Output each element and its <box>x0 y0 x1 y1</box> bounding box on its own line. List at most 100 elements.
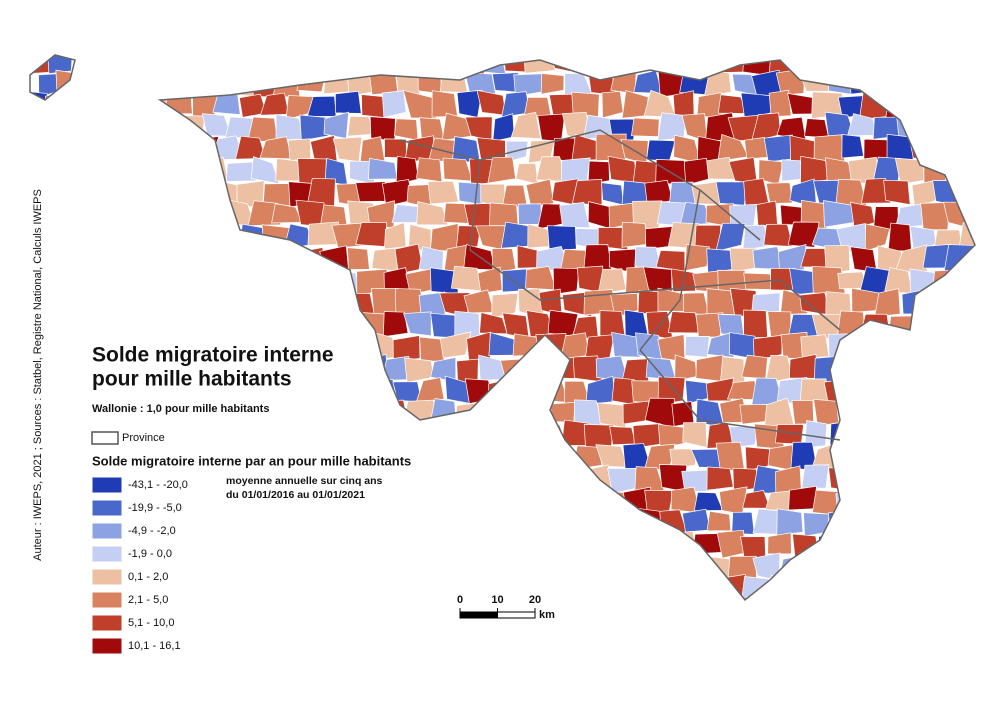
municipality <box>933 136 960 164</box>
municipality <box>516 558 546 583</box>
municipality <box>920 464 950 492</box>
municipality <box>932 93 962 113</box>
municipality <box>908 445 939 472</box>
municipality <box>860 443 891 468</box>
municipality <box>382 311 409 338</box>
municipality <box>391 551 422 583</box>
municipality <box>188 55 219 74</box>
municipality <box>657 424 686 449</box>
municipality <box>404 55 436 75</box>
municipality <box>523 488 554 515</box>
municipality <box>187 273 217 294</box>
municipality <box>166 310 197 339</box>
scale-tick-label: 20 <box>529 594 541 606</box>
municipality <box>224 244 256 272</box>
municipality <box>178 205 202 230</box>
municipality <box>282 310 316 338</box>
municipality <box>969 113 975 141</box>
municipality <box>980 270 1000 292</box>
municipality <box>404 577 434 600</box>
municipality <box>706 332 735 358</box>
legend-label: -4,9 - -2,0 <box>128 525 176 537</box>
municipality <box>620 530 650 560</box>
municipality <box>213 55 243 72</box>
municipality <box>552 576 582 600</box>
municipality <box>108 159 134 186</box>
municipality <box>992 156 1000 182</box>
municipality <box>861 403 889 427</box>
municipality <box>344 558 370 583</box>
municipality <box>882 398 913 428</box>
municipality <box>787 221 820 248</box>
municipality <box>361 486 387 514</box>
municipality <box>214 575 245 600</box>
municipality <box>850 464 878 491</box>
municipality <box>82 114 109 138</box>
municipality <box>61 599 83 600</box>
municipality <box>986 47 1000 74</box>
municipality <box>379 577 407 599</box>
municipality <box>910 534 939 558</box>
municipality <box>993 378 1000 406</box>
municipality <box>681 508 711 533</box>
municipality <box>646 139 676 162</box>
municipality <box>175 288 210 316</box>
municipality <box>202 420 228 449</box>
municipality <box>276 553 303 578</box>
municipality <box>307 530 338 560</box>
municipality <box>946 464 975 488</box>
municipality <box>528 529 553 555</box>
municipality <box>838 444 868 470</box>
municipality <box>67 177 96 206</box>
municipality <box>286 401 316 427</box>
municipality <box>427 180 460 205</box>
municipality <box>369 116 396 142</box>
municipality <box>247 420 281 447</box>
municipality <box>564 555 592 579</box>
municipality <box>331 222 365 249</box>
municipality <box>204 554 233 581</box>
municipality <box>984 183 1000 206</box>
municipality <box>731 511 755 535</box>
municipality <box>549 401 576 423</box>
municipality <box>654 597 684 600</box>
municipality <box>319 245 349 274</box>
municipality <box>931 402 961 424</box>
municipality <box>299 554 326 580</box>
municipality <box>277 289 299 317</box>
municipality <box>68 270 99 296</box>
municipality <box>967 597 975 600</box>
municipality <box>247 556 279 578</box>
municipality <box>571 178 603 206</box>
municipality <box>480 401 507 424</box>
municipality <box>813 576 841 600</box>
municipality <box>130 243 158 271</box>
municipality <box>213 223 241 252</box>
municipality <box>667 575 702 600</box>
municipality <box>152 204 185 230</box>
legend-swatch <box>91 522 123 540</box>
municipality <box>71 580 96 600</box>
municipality <box>434 442 458 468</box>
municipality <box>79 290 109 312</box>
municipality <box>468 553 498 582</box>
municipality <box>657 112 687 141</box>
municipality <box>596 490 628 515</box>
title-line: pour mille habitants <box>92 368 292 391</box>
municipality <box>611 331 642 358</box>
municipality <box>407 488 438 516</box>
municipality <box>79 160 114 185</box>
municipality <box>799 552 832 578</box>
municipality <box>69 96 100 119</box>
municipality <box>980 94 1000 119</box>
municipality <box>358 397 388 426</box>
municipality <box>235 55 267 77</box>
municipality <box>966 206 975 228</box>
municipality <box>944 554 975 582</box>
municipality <box>370 424 398 450</box>
municipality <box>846 595 874 600</box>
municipality <box>153 68 180 94</box>
municipality <box>92 311 123 338</box>
municipality <box>932 55 960 74</box>
municipality <box>862 574 889 600</box>
